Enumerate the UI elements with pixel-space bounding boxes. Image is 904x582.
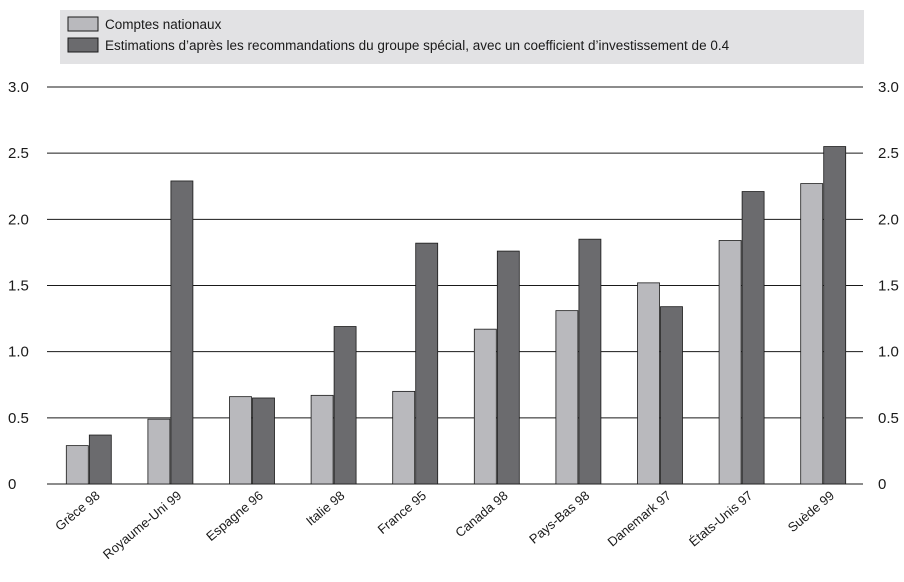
bar-series-2-7 [578, 238, 602, 485]
y-tick-label-right: 2.0 [878, 211, 899, 228]
x-tick-label: France 95 [375, 488, 429, 537]
y-tick-label-left: 3.0 [8, 79, 29, 96]
bar-series-2-8 [660, 306, 683, 485]
bar-series-2-5 [415, 242, 439, 485]
y-tick-label-left: 1.0 [8, 344, 29, 361]
bar-series-2-1 [88, 434, 112, 485]
bar-series-1-9 [718, 240, 742, 485]
legend-swatch-1 [67, 16, 99, 32]
y-tick-label-left: 1.5 [8, 278, 29, 295]
bar-series-2-2 [170, 180, 194, 485]
legend-label-2: Estimations d’après les recommandations … [105, 38, 730, 53]
x-tick-label: Italie 98 [303, 488, 348, 529]
bar-series-2-4 [333, 326, 357, 485]
y-tick-label-right: 2.5 [878, 145, 899, 162]
legend-box [60, 10, 864, 64]
bar-series-2-6 [496, 250, 520, 485]
y-tick-label-right: 0 [878, 476, 886, 493]
x-tick-label: Suède 99 [785, 488, 837, 535]
bar-series-1-10 [800, 183, 824, 485]
bar-series-1-8 [637, 282, 660, 485]
y-axis-right: 0 0.5 1.0 1.5 2.0 2.5 3.0 [878, 79, 899, 493]
y-tick-label-left: 2.0 [8, 211, 29, 228]
bars [65, 146, 847, 485]
y-tick-label-left: 0 [8, 476, 16, 493]
bar-series-2-9 [741, 191, 765, 485]
x-tick-label: Canada 98 [452, 488, 510, 540]
bar-series-1-2 [147, 418, 171, 485]
x-tick-label: Espagne 96 [203, 488, 266, 544]
x-tick-label: Royaume-Uni 99 [100, 488, 184, 562]
y-tick-label-left: 2.5 [8, 145, 29, 162]
y-tick-label-left: 0.5 [8, 410, 29, 427]
legend-label-1: Comptes nationaux [105, 17, 222, 32]
bar-series-1-1 [65, 445, 89, 485]
bar-series-1-6 [473, 328, 497, 485]
y-tick-label-right: 1.5 [878, 278, 899, 295]
x-tick-label: Pays-Bas 98 [526, 488, 592, 547]
bar-series-2-3 [252, 397, 275, 485]
legend: Comptes nationaux Estimations d’après les… [67, 16, 730, 53]
x-tick-label: Danemark 97 [604, 488, 673, 550]
y-tick-label-right: 1.0 [878, 344, 899, 361]
bar-series-1-7 [555, 310, 579, 485]
y-axis-left: 0 0.5 1.0 1.5 2.0 2.5 3.0 [8, 79, 29, 493]
bar-series-2-10 [823, 146, 847, 485]
bar-series-1-5 [392, 390, 416, 485]
x-tick-label: États-Unis 97 [686, 488, 755, 550]
bar-series-1-3 [229, 396, 252, 485]
legend-swatch-2 [67, 37, 99, 53]
y-tick-label-right: 3.0 [878, 79, 899, 96]
y-tick-label-right: 0.5 [878, 410, 899, 427]
bar-series-1-4 [310, 394, 334, 485]
x-tick-label: Grèce 98 [52, 488, 103, 534]
